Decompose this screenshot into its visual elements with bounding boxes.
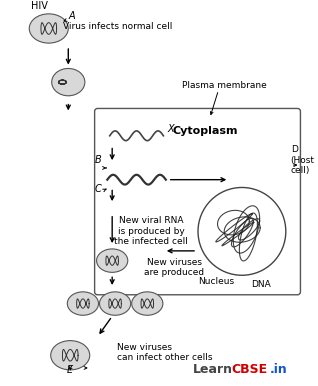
Text: DNA: DNA [252, 280, 271, 289]
Text: New viruses
are produced: New viruses are produced [144, 258, 204, 277]
Text: New viral RNA
is produced by
the infected cell: New viral RNA is produced by the infecte… [114, 217, 188, 246]
FancyBboxPatch shape [95, 108, 301, 295]
Ellipse shape [52, 68, 85, 96]
Text: Virus infects normal cell: Virus infects normal cell [63, 22, 173, 31]
Ellipse shape [132, 292, 163, 315]
Ellipse shape [97, 249, 128, 273]
Text: A: A [68, 11, 75, 21]
Text: X: X [168, 124, 174, 134]
Text: E: E [67, 365, 73, 375]
Text: Cytoplasm: Cytoplasm [172, 126, 238, 136]
Text: Nucleus: Nucleus [198, 277, 235, 286]
Text: CBSE: CBSE [231, 363, 267, 376]
Ellipse shape [51, 340, 90, 370]
Text: D
(Host
cell): D (Host cell) [291, 145, 315, 175]
Text: New viruses
can infect other cells: New viruses can infect other cells [117, 343, 212, 362]
Text: .in: .in [270, 363, 288, 376]
Text: HIV: HIV [31, 1, 48, 11]
Text: Learn: Learn [193, 363, 233, 376]
Text: C: C [95, 185, 101, 195]
Ellipse shape [100, 292, 131, 315]
Ellipse shape [67, 292, 99, 315]
Circle shape [198, 188, 286, 275]
Text: B: B [95, 155, 101, 165]
Ellipse shape [29, 14, 68, 43]
Text: Plasma membrane: Plasma membrane [182, 81, 267, 90]
